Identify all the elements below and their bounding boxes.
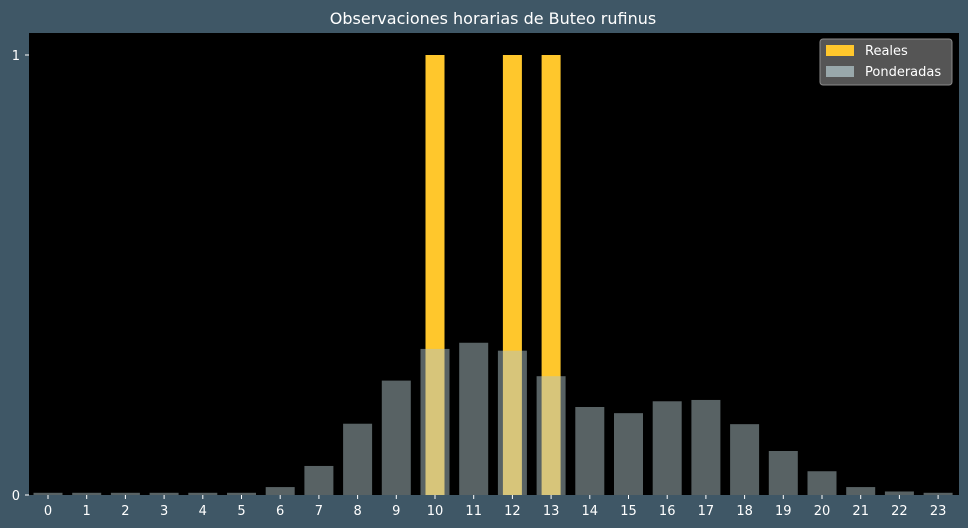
x-tick-label: 6: [276, 504, 284, 519]
bar-ponderadas-0: [33, 492, 63, 495]
y-tick-label: 1: [12, 49, 20, 64]
x-tick-label: 17: [698, 504, 715, 519]
bar-ponderadas-10: [420, 348, 450, 495]
bar-ponderadas-8: [343, 423, 373, 495]
bar-ponderadas-15: [614, 413, 643, 495]
bar-ponderadas-19: [768, 451, 798, 495]
bar-ponderadas-14: [575, 407, 605, 495]
x-tick-label: 8: [353, 504, 361, 519]
bar-ponderadas-9: [381, 380, 411, 495]
bar-ponderadas-4: [188, 492, 218, 495]
x-tick-label: 10: [427, 504, 444, 519]
chart-title: Observaciones horarias de Buteo rufinus: [330, 9, 656, 28]
x-tick-label: 1: [83, 504, 91, 519]
x-tick-label: 7: [315, 504, 323, 519]
bar-ponderadas-5: [227, 492, 256, 495]
legend: Reales Ponderadas: [819, 38, 953, 86]
x-tick-label: 15: [620, 504, 637, 519]
legend-label-reales: Reales: [865, 44, 908, 59]
bar-ponderadas-23: [923, 492, 953, 495]
x-tick-label: 2: [121, 504, 129, 519]
x-tick-label: 20: [814, 504, 831, 519]
bar-ponderadas-16: [652, 401, 682, 495]
x-tick-label: 23: [930, 504, 947, 519]
bar-ponderadas-11: [459, 342, 489, 495]
y-tick-label: 0: [12, 489, 20, 504]
bar-ponderadas-18: [730, 424, 760, 495]
bar-ponderadas-22: [884, 491, 914, 495]
bar-ponderadas-12: [497, 350, 527, 495]
x-tick-label: 12: [504, 504, 521, 519]
bar-ponderadas-7: [304, 465, 334, 495]
bar-ponderadas-2: [110, 492, 140, 495]
x-tick-label: 9: [392, 504, 400, 519]
legend-swatch-ponderadas: [826, 66, 854, 77]
series-ponderadas: [33, 342, 953, 495]
x-tick-label: 11: [465, 504, 482, 519]
x-tick-label: 0: [44, 504, 52, 519]
x-tick-label: 4: [199, 504, 207, 519]
legend-label-ponderadas: Ponderadas: [865, 65, 941, 80]
x-tick-label: 13: [543, 504, 560, 519]
bar-ponderadas-6: [265, 487, 295, 495]
x-axis: 0 1 2 3 4 5 6 7 8 9 10 11 12 13 14 15 16 17 18 19 20 21 22 23: [44, 495, 947, 519]
bar-ponderadas-3: [149, 492, 179, 495]
legend-swatch-reales: [826, 45, 854, 56]
x-tick-label: 14: [582, 504, 599, 519]
bar-ponderadas-21: [846, 487, 876, 495]
plot-area: [29, 33, 959, 495]
bar-ponderadas-20: [807, 471, 837, 495]
bar-ponderadas-13: [536, 376, 566, 495]
bar-ponderadas-17: [691, 399, 721, 495]
x-tick-label: 21: [852, 504, 869, 519]
y-axis: 01: [12, 49, 29, 504]
x-tick-label: 5: [237, 504, 245, 519]
bar-ponderadas-1: [72, 492, 102, 495]
x-tick-label: 3: [160, 504, 168, 519]
x-tick-label: 19: [775, 504, 792, 519]
x-tick-label: 22: [891, 504, 908, 519]
x-tick-label: 16: [659, 504, 676, 519]
x-tick-label: 18: [736, 504, 753, 519]
